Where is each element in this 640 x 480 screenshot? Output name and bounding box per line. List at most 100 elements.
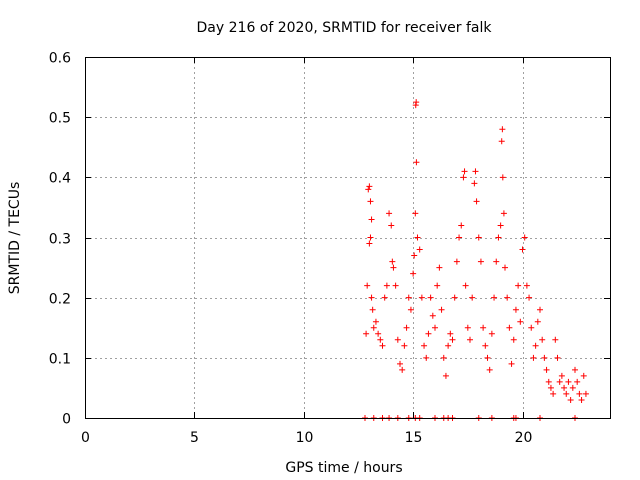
- data-point: [399, 366, 406, 373]
- data-point: [576, 390, 583, 397]
- data-point: [414, 234, 421, 241]
- data-point: [467, 336, 473, 343]
- data-point: [497, 222, 504, 229]
- x-tick-labels: 0 5 10 15 20: [81, 430, 532, 446]
- data-point: [370, 324, 377, 331]
- data-point: [563, 390, 570, 397]
- data-point: [532, 342, 539, 349]
- data-point: [498, 138, 505, 145]
- data-point: [369, 306, 376, 313]
- y-tick-label: 0.1: [49, 352, 71, 368]
- data-point: [366, 183, 373, 190]
- axis-ticks: [85, 57, 610, 419]
- data-point: [550, 390, 557, 397]
- data-point: [523, 282, 530, 289]
- data-point: [436, 264, 443, 271]
- data-point: [504, 294, 511, 301]
- data-point: [364, 282, 371, 289]
- y-tick-label: 0: [62, 412, 71, 428]
- data-point: [517, 318, 524, 325]
- data-point: [405, 294, 412, 301]
- y-tick-label: 0.2: [49, 292, 71, 308]
- y-tick-label: 0.5: [49, 111, 71, 127]
- data-point: [372, 318, 379, 325]
- data-point: [401, 342, 408, 349]
- data-point: [565, 378, 572, 385]
- data-point: [451, 294, 458, 301]
- data-point: [413, 99, 420, 106]
- data-point: [458, 222, 465, 229]
- data-point: [528, 324, 535, 331]
- data-point: [506, 324, 513, 331]
- data-point: [386, 210, 393, 217]
- data-point: [475, 234, 482, 241]
- data-point: [412, 210, 419, 217]
- data-point: [407, 306, 414, 313]
- data-point: [534, 318, 541, 325]
- data-point: [499, 174, 506, 181]
- data-point: [392, 282, 399, 289]
- data-point: [464, 324, 471, 331]
- data-point: [403, 324, 410, 331]
- grid: [85, 57, 610, 418]
- data-point: [429, 312, 436, 319]
- data-point: [469, 294, 476, 301]
- data-point: [365, 186, 372, 193]
- data-point: [486, 366, 493, 373]
- data-point: [368, 294, 375, 301]
- data-point: [440, 354, 447, 361]
- data-point: [491, 294, 498, 301]
- data-point: [366, 240, 373, 247]
- data-point: [499, 126, 506, 133]
- data-point: [526, 294, 533, 301]
- y-axis-label: SRMTID / TECUs: [7, 182, 23, 295]
- data-point: [471, 180, 478, 187]
- data-point: [394, 336, 401, 343]
- data-point: [500, 210, 507, 217]
- data-point: [572, 366, 578, 373]
- data-point: [482, 342, 489, 349]
- data-point: [530, 354, 537, 361]
- data-point: [442, 372, 449, 379]
- data-point: [375, 330, 382, 337]
- x-tick-label: 5: [190, 430, 199, 446]
- data-point: [461, 168, 468, 175]
- data-point: [427, 294, 434, 301]
- data-point: [367, 234, 374, 241]
- data-point: [397, 360, 403, 367]
- data-point: [367, 198, 374, 205]
- data-point: [502, 264, 508, 271]
- data-point: [495, 234, 502, 241]
- data-point: [434, 282, 441, 289]
- data-point: [432, 324, 438, 331]
- y-tick-label: 0.4: [49, 171, 71, 187]
- data-point: [521, 234, 528, 241]
- data-point: [379, 342, 386, 349]
- data-point: [537, 306, 543, 313]
- data-point: [462, 282, 469, 289]
- data-point: [543, 366, 550, 373]
- data-point: [438, 306, 445, 313]
- data-point: [552, 336, 559, 343]
- x-tick-label: 0: [81, 430, 90, 446]
- data-point: [567, 396, 574, 403]
- data-point: [541, 354, 548, 361]
- data-point: [418, 294, 425, 301]
- data-point: [411, 252, 418, 259]
- data-point: [512, 306, 519, 313]
- data-point: [416, 246, 423, 253]
- x-axis-label: GPS time / hours: [285, 460, 402, 476]
- data-point: [545, 378, 552, 385]
- data-point: [421, 342, 428, 349]
- data-point: [388, 222, 395, 229]
- data-point: [460, 174, 467, 181]
- data-point: [425, 330, 432, 337]
- data-point: [547, 384, 554, 391]
- data-point: [456, 234, 463, 241]
- data-point: [423, 354, 430, 361]
- data-point: [410, 270, 417, 277]
- data-point: [554, 354, 561, 361]
- data-point: [493, 258, 500, 265]
- data-point: [389, 258, 396, 265]
